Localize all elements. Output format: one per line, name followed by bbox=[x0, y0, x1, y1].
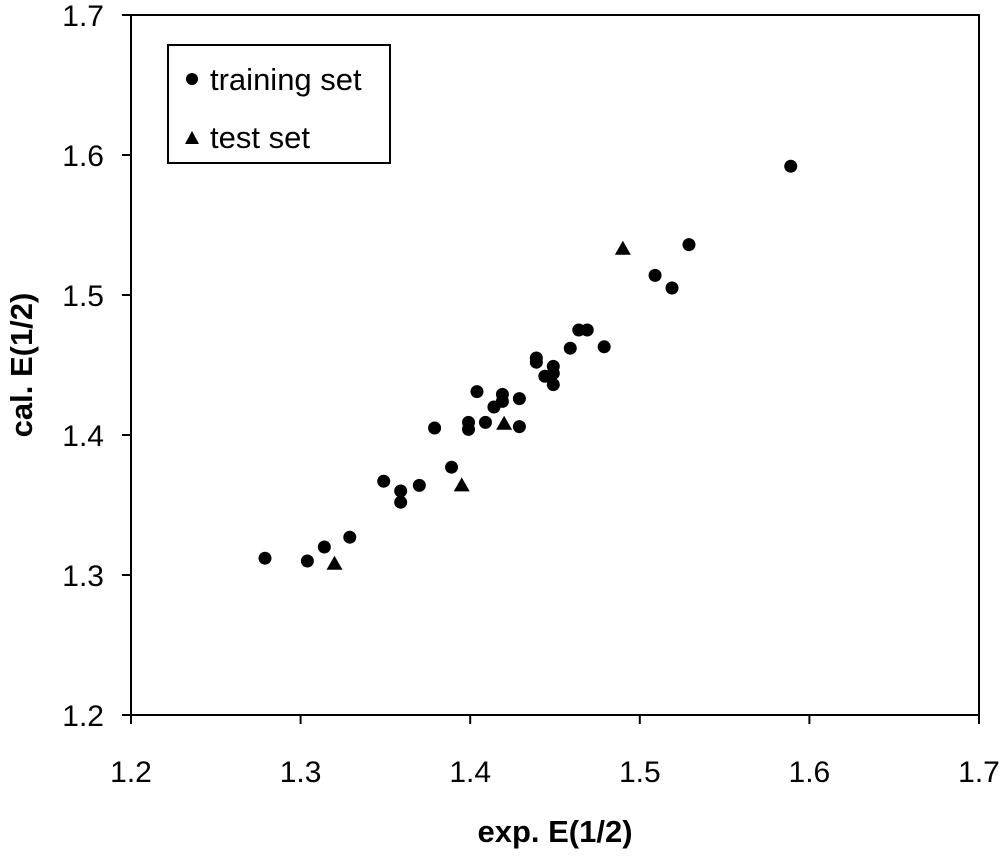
training-set-point bbox=[412, 478, 426, 492]
training-set-point bbox=[343, 530, 357, 544]
training-set-point bbox=[478, 415, 492, 429]
legend-marker-test bbox=[185, 131, 199, 144]
x-axis-title: exp. E(1/2) bbox=[477, 814, 632, 849]
y-tick-label: 1.2 bbox=[62, 700, 104, 733]
training-set-point bbox=[512, 420, 526, 434]
y-tick-label: 1.7 bbox=[62, 0, 104, 33]
test-set-point bbox=[453, 477, 470, 492]
legend-marker-training bbox=[186, 73, 198, 85]
training-set-point bbox=[462, 422, 476, 436]
test-set-point bbox=[326, 555, 343, 570]
x-tick-label: 1.4 bbox=[449, 756, 491, 789]
y-tick-label: 1.6 bbox=[62, 140, 104, 173]
legend-box bbox=[167, 44, 391, 164]
x-tick-label: 1.3 bbox=[280, 756, 322, 789]
training-set-point bbox=[258, 551, 272, 565]
legend-label-test: test set bbox=[210, 120, 310, 155]
training-set-point bbox=[580, 323, 594, 337]
training-set-point bbox=[317, 540, 331, 554]
training-set-point bbox=[563, 341, 577, 355]
training-set-point bbox=[648, 268, 662, 282]
x-tick-label: 1.6 bbox=[789, 756, 831, 789]
y-tick-label: 1.4 bbox=[62, 420, 104, 453]
training-set-point bbox=[300, 554, 314, 568]
legend-label-training: training set bbox=[210, 62, 362, 97]
y-tick-label: 1.5 bbox=[62, 280, 104, 313]
training-set-point bbox=[428, 421, 442, 435]
training-set-point bbox=[470, 385, 484, 399]
x-axis: 1.2 1.3 1.4 1.5 1.6 1.7 bbox=[110, 715, 1000, 789]
x-tick-label: 1.2 bbox=[110, 756, 152, 789]
training-set-point bbox=[529, 355, 543, 369]
training-set-point bbox=[394, 495, 408, 509]
training-set-point bbox=[546, 378, 560, 392]
training-set-point bbox=[512, 392, 526, 406]
training-set-point bbox=[445, 460, 459, 474]
test-set-point bbox=[614, 240, 631, 255]
training-set-point bbox=[665, 281, 679, 295]
y-axis-title: cal. E(1/2) bbox=[4, 293, 39, 438]
x-tick-label: 1.5 bbox=[619, 756, 661, 789]
training-set-point bbox=[597, 340, 611, 354]
y-axis: 1.2 1.3 1.4 1.5 1.6 1.7 bbox=[62, 0, 131, 733]
x-tick-label: 1.7 bbox=[958, 756, 1000, 789]
test-set-point bbox=[496, 415, 513, 430]
legend: training set test set bbox=[167, 44, 391, 164]
data-points bbox=[258, 159, 798, 570]
training-set-point bbox=[495, 394, 509, 408]
y-tick-label: 1.3 bbox=[62, 560, 104, 593]
training-set-point bbox=[394, 484, 408, 498]
training-set-point bbox=[784, 159, 798, 173]
training-set-point bbox=[546, 366, 560, 380]
training-set-point bbox=[682, 238, 696, 252]
plot-area bbox=[130, 14, 980, 716]
training-set-point bbox=[377, 474, 391, 488]
